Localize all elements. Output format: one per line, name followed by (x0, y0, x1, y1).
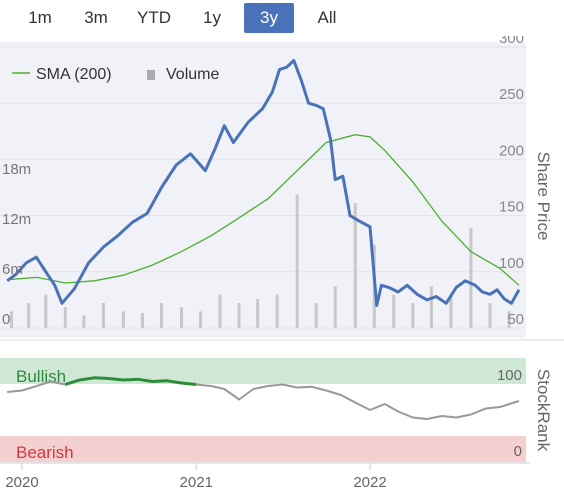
price-tick-label: 250 (499, 86, 524, 103)
price-tick-label: 150 (499, 199, 524, 216)
volume-bar (488, 303, 492, 328)
volume-bar (63, 307, 67, 328)
price-tick-label: 300 (499, 36, 524, 47)
legend-sma-label: SMA (200) (36, 66, 112, 83)
range-button-3y[interactable]: 3y (244, 3, 294, 33)
legend-volume-swatch (147, 70, 155, 80)
stockrank-tick-0: 0 (514, 443, 522, 460)
range-selector: 1m 3m YTD 1y 3y All (0, 0, 564, 36)
bearish-band (0, 436, 526, 462)
bearish-label: Bearish (16, 443, 74, 462)
share-price-line (6, 59, 521, 307)
volume-bar (82, 315, 86, 328)
price-tick-label: 50 (507, 311, 524, 328)
volume-bar (121, 311, 125, 328)
volume-tick-label: 18m (2, 161, 31, 178)
volume-bar (237, 303, 241, 328)
stockrank-axis-label: StockRank (534, 369, 553, 452)
price-plot-band (0, 42, 526, 338)
share-price-chart: SMA (200) Volume 300 250 200 150 100 50 18m 12… (0, 36, 564, 491)
volume-bar (256, 298, 260, 328)
price-tick-label: 100 (499, 255, 524, 272)
volume-bar (179, 307, 183, 328)
volume-bar (314, 303, 318, 328)
stockrank-tick-100: 100 (497, 367, 522, 384)
volume-bar (218, 294, 222, 328)
range-button-1y[interactable]: 1y (203, 8, 221, 27)
range-button-1m[interactable]: 1m (28, 8, 52, 27)
volume-bar (295, 194, 299, 328)
volume-bar (469, 228, 473, 328)
volume-bar (140, 313, 144, 328)
x-tick-label: 2022 (353, 474, 386, 491)
volume-bar (101, 303, 105, 328)
volume-bar (507, 311, 511, 328)
stockrank-bullish-segment (64, 376, 197, 386)
volume-bar (411, 303, 415, 328)
volume-tick-label: 6m (2, 261, 23, 278)
volume-bar (275, 294, 279, 328)
legend-volume-label: Volume (166, 66, 219, 83)
volume-bar (44, 294, 48, 328)
volume-bar (159, 303, 163, 328)
legend: SMA (200) Volume (12, 66, 219, 83)
volume-bar (429, 286, 433, 328)
volume-bar (333, 286, 337, 328)
volume-bar (449, 294, 453, 328)
price-tick-label: 200 (499, 142, 524, 159)
share-price-axis-label: Share Price (534, 152, 553, 241)
volume-bar (199, 311, 203, 328)
x-tick-label: 2020 (5, 474, 38, 491)
volume-bar (353, 203, 357, 328)
volume-tick-label: 12m (2, 211, 31, 228)
volume-bar (27, 303, 31, 328)
volume-bar (10, 311, 14, 328)
range-button-ytd[interactable]: YTD (137, 8, 171, 27)
range-button-all[interactable]: All (317, 8, 337, 27)
range-button-3m[interactable]: 3m (84, 8, 108, 27)
volume-tick-label: 0 (2, 311, 10, 328)
sma-line (7, 134, 520, 286)
x-tick-label: 2021 (180, 474, 213, 491)
volume-bar (392, 294, 396, 328)
